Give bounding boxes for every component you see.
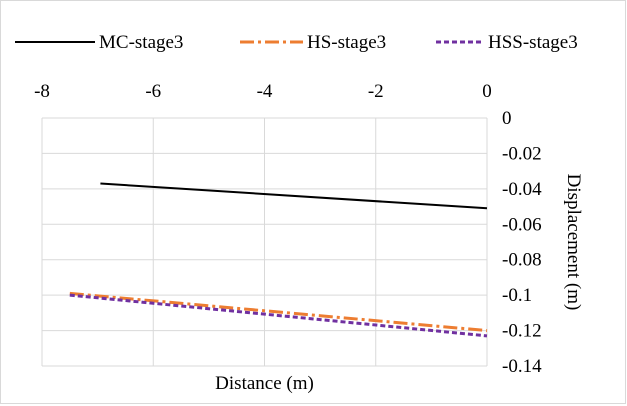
y-tick-label: -0.06 [502,214,542,235]
y-tick-label: -0.04 [502,179,542,200]
x-axis-title: Distance (m) [215,373,314,394]
y-tick-label: -0.12 [502,321,542,342]
x-tick-label: -2 [368,81,384,102]
y-axis-title: Displacement (m) [563,174,584,311]
y-tick-label: -0.08 [502,250,542,271]
y-tick-label: -0.14 [502,356,542,377]
series-line-hs-stage3 [69,291,488,333]
x-tick-labels: -8 -6 -4 -2 0 [34,81,492,102]
y-tick-labels: 0 -0.02 -0.04 -0.06 -0.08 -0.1 -0.12 -0.14 [502,108,542,377]
x-tick-label: -4 [257,81,273,102]
y-tick-label: -0.1 [502,285,532,306]
gridlines [41,117,488,367]
legend: MC-stage3 HS-stage3 HSS-stage3 [15,32,578,53]
y-tick-label: -0.02 [502,143,542,164]
x-tick-label: -6 [145,81,161,102]
legend-label: HS-stage3 [307,32,386,53]
x-tick-label: 0 [482,81,492,102]
y-tick-label: 0 [502,108,512,129]
x-tick-label: -8 [34,81,50,102]
legend-label: MC-stage3 [99,32,183,53]
series-lines [69,182,488,338]
legend-label: HSS-stage3 [488,32,578,53]
series-line-mc-stage3 [100,182,488,210]
series-line-hss-stage3 [69,293,488,338]
